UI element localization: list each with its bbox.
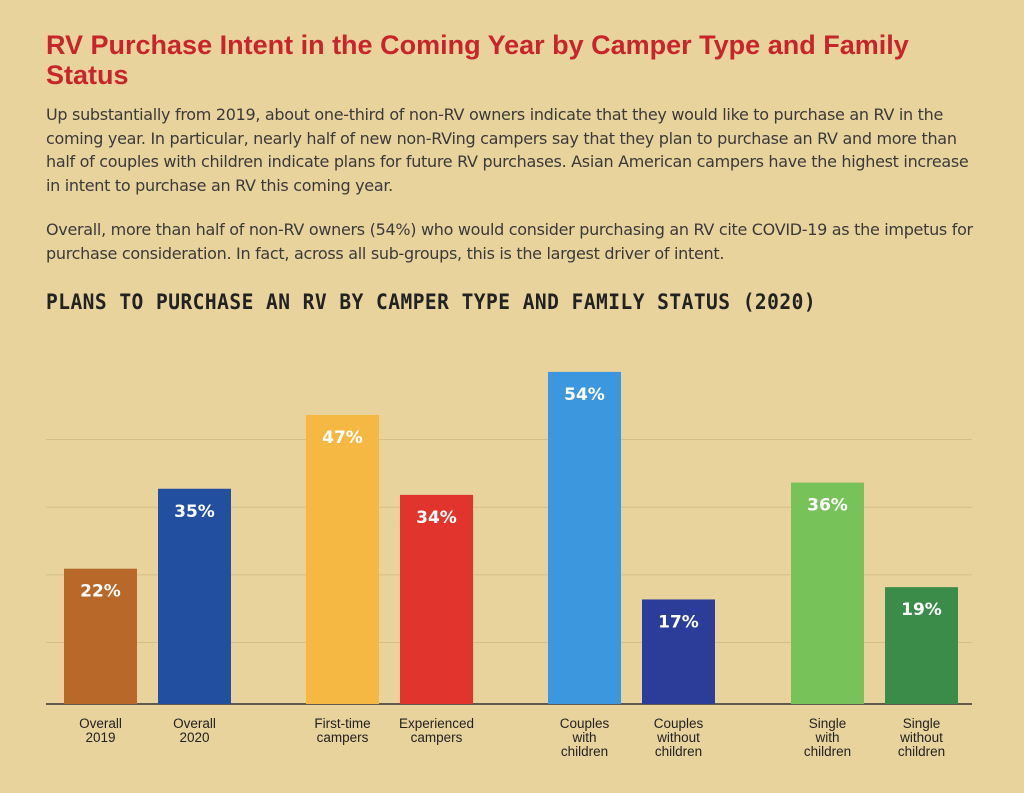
category-label: First-time campers [314,716,370,745]
bar-chart: 22%35%47%34%54%17%36%19% Overall 2019Over… [46,371,972,759]
intro-paragraph: Up substantially from 2019, about one-th… [46,105,969,195]
bar-value-label: 47% [322,428,363,448]
bar-value-label: 36% [807,496,848,516]
category-label: Experienced campers [399,716,474,745]
bar-value-label: 34% [416,508,457,528]
category-label: Couples without children [654,716,704,759]
bar [64,568,137,704]
category-labels: Overall 2019 Overall 2020 First-time campers E… [79,716,945,759]
covid-paragraph: Overall, more than half of non-RV owners… [46,220,973,263]
chart-title: PLANS TO PURCHASE AN RV BY CAMPER TYPE A… [46,290,817,314]
bar-value-label: 19% [901,600,942,620]
bar-value-label: 35% [174,502,215,522]
bar [642,599,715,704]
category-label: Couples with children [560,716,610,759]
bar-value-label: 54% [564,385,605,405]
bar [885,587,958,704]
bar [400,494,473,704]
bars: 22% 35% 47% 34% 54% 17% 36% 19% [64,371,958,704]
bar [158,488,231,704]
category-label: Overall 2020 [173,716,216,745]
bar-value-label: 17% [658,612,699,632]
bar [306,414,379,704]
page-title: RV Purchase Intent in the Coming Year by… [46,30,909,90]
bar-value-label: 22% [80,582,121,602]
bar [548,371,621,704]
category-label: Single without children [898,716,945,759]
category-label: Overall 2019 [79,716,122,745]
bar [791,482,864,704]
category-label: Single with children [804,716,851,759]
